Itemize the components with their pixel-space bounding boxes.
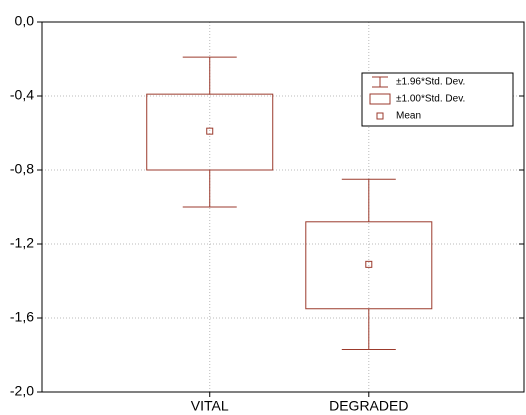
y-tick-label: 0,0 — [15, 13, 35, 29]
y-tick-label: -2,0 — [10, 383, 34, 399]
plot-frame — [41, 21, 525, 393]
y-tick-label: -0,4 — [10, 87, 34, 103]
legend-label: ±1.96*Std. Dev. — [396, 77, 465, 88]
legend-box — [361, 72, 514, 127]
legend-icon — [376, 112, 384, 120]
mean-marker — [365, 260, 373, 268]
sd-box — [305, 221, 433, 310]
y-tick-label: -1,6 — [10, 309, 34, 325]
mean-marker — [206, 127, 214, 135]
legend-label: Mean — [396, 111, 421, 122]
y-tick-label: -0,8 — [10, 161, 34, 177]
x-tick-label: DEGRADED — [329, 398, 408, 414]
legend-icon — [369, 93, 391, 105]
x-tick-label: VITAL — [191, 398, 229, 414]
legend-label: ±1.00*Std. Dev. — [396, 94, 465, 105]
y-tick-label: -1,2 — [10, 235, 34, 251]
sd-box — [146, 93, 274, 171]
